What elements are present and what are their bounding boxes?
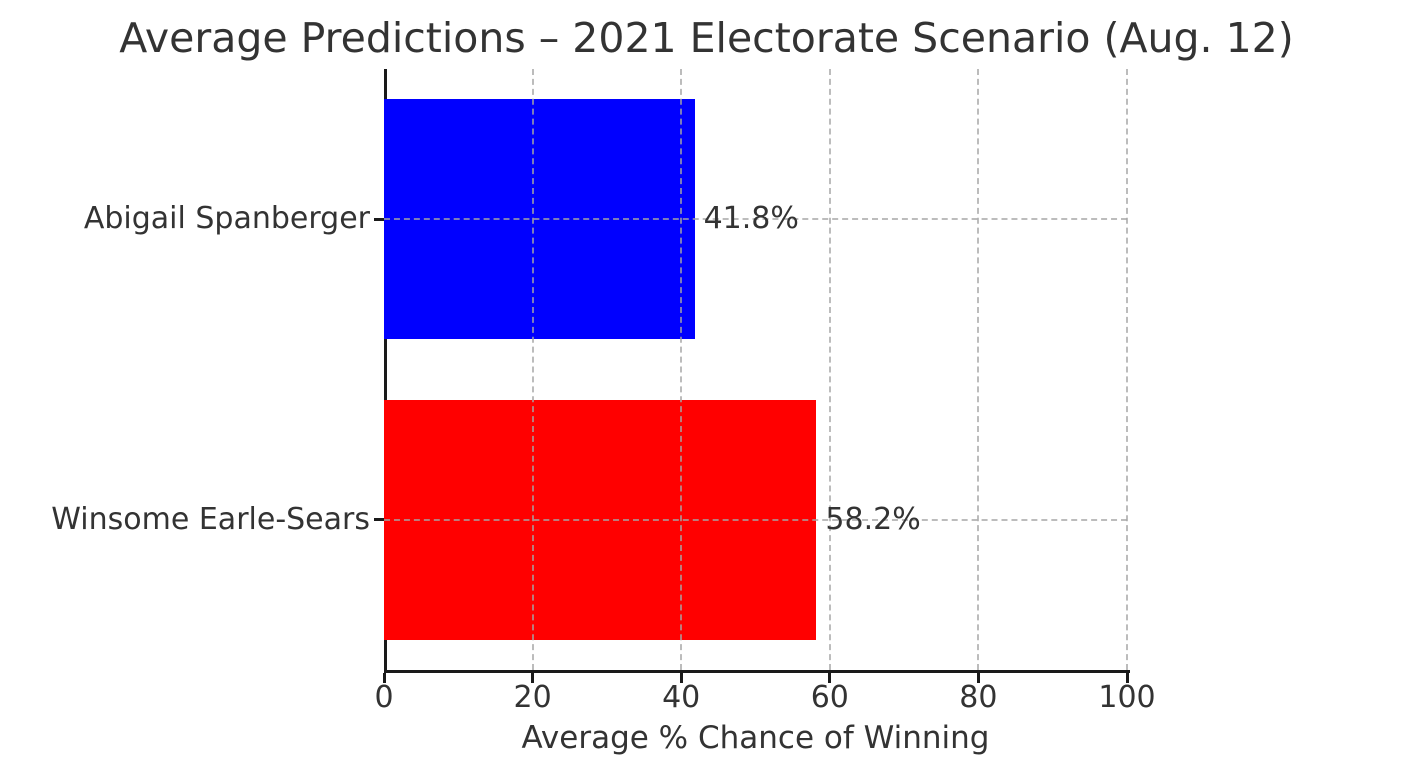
y-tick-mark-1 [374,518,384,522]
value-label: 41.8% [703,201,799,237]
category-label: Abigail Spanberger [83,201,370,237]
gridline-x-40 [680,69,683,670]
gridline-x-100 [1126,69,1128,670]
gridline-y-1 [384,518,1127,521]
gridline-y-0 [384,218,1127,221]
x-tick-label-20: 20 [513,680,552,715]
gridline-x-60 [828,69,831,670]
x-tick-mark-20 [531,673,535,683]
x-tick-mark-60 [828,673,832,683]
x-tick-mark-80 [976,673,980,683]
chart-title: Average Predictions – 2021 Electorate Sc… [119,14,1294,62]
x-tick-label-60: 60 [810,680,849,715]
x-tick-label-40: 40 [662,680,701,715]
y-tick-mark-0 [374,217,384,221]
x-tick-label-100: 100 [1098,680,1156,715]
x-tick-mark-0 [382,673,386,683]
x-tick-label-80: 80 [959,680,998,715]
plot-area [384,69,1130,673]
x-tick-mark-40 [679,673,683,683]
x-tick-label-0: 0 [374,680,394,715]
category-label: Winsome Earle-Sears [51,501,370,537]
value-label: 58.2% [825,501,921,537]
gridline-x-80 [977,69,980,670]
x-tick-mark-100 [1125,673,1129,683]
gridline-x-20 [531,69,534,670]
x-axis-label: Average % Chance of Winning [521,720,990,756]
